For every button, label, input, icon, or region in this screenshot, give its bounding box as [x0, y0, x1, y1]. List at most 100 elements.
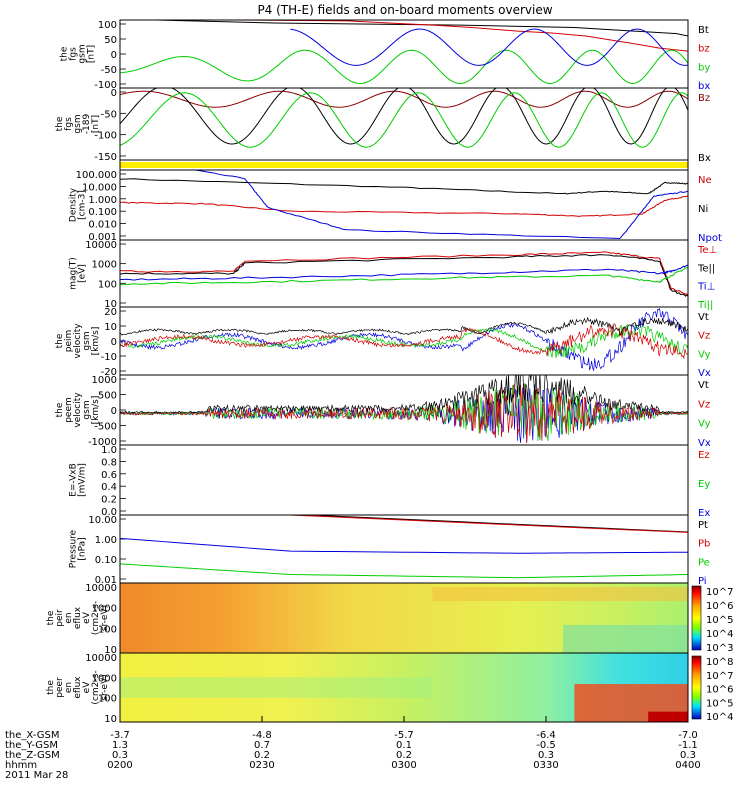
panel-frame	[119, 444, 689, 516]
panel-ylabel: the fgs gsm [nT]	[60, 44, 97, 63]
colorbar-label: 10^7	[706, 671, 733, 682]
tick-label: 0.8	[101, 457, 117, 468]
tick-label: 100	[98, 694, 117, 705]
panel-content	[120, 653, 688, 722]
eph-value: 0.1	[396, 740, 412, 751]
ylabel-line: eflux	[73, 676, 83, 699]
legend-ez: Ez	[698, 450, 710, 461]
ylabel-line: velocity	[73, 323, 83, 359]
series-by	[120, 92, 688, 148]
tick-label: 0.100	[88, 207, 117, 218]
tick-label: -10	[101, 352, 117, 363]
ylabel-line: the	[46, 610, 56, 625]
ylabel-line: gsm	[82, 331, 92, 350]
series-npot	[191, 170, 688, 240]
legend-by: by	[698, 62, 710, 73]
eph-value: -0.5	[536, 740, 556, 751]
legend-ex: Ex	[698, 508, 710, 519]
series-te-perp	[120, 251, 688, 295]
tick-label: -50	[101, 109, 117, 120]
series-bz	[170, 20, 688, 52]
tick-label: 10000	[85, 653, 117, 664]
panel-ylabel: the peem velocity gsm [km/s]	[55, 392, 101, 428]
series-pe	[120, 563, 688, 579]
tick-label: 1000	[92, 260, 117, 271]
colorbar: 10^7 10^6 10^5 10^4 10^3	[691, 585, 733, 654]
panel-ion_spec: the peir en eflux eV (cm2-s-sr-eV) 10000 1000 10…	[46, 582, 733, 656]
ylabel-line: eflux	[73, 606, 83, 629]
panel-efield: E=-VxB [mV/m] 1.00.8 0.60.4 0.20.0 Ez Ey Ex	[69, 444, 710, 519]
ylabel-line: E=-VxB	[69, 463, 79, 497]
spectrogram-band	[563, 625, 688, 653]
legend-bx: Bx	[698, 153, 711, 164]
legend-te: Te||	[697, 263, 715, 274]
tick-label: 0.2	[101, 495, 117, 506]
panel-ylabel: mag(T) [eV]	[69, 257, 88, 290]
eph-value: 1.3	[112, 740, 128, 751]
legend-pe: Pe	[698, 557, 710, 568]
legend-ni: Ni	[698, 204, 708, 215]
panel-frame	[119, 514, 689, 584]
tick-label: -100	[94, 131, 117, 142]
series-ti-par	[120, 266, 688, 286]
eph-value: 0.7	[254, 740, 270, 751]
legend-pb: Pb	[698, 539, 710, 550]
ylabel-line: the	[55, 402, 65, 417]
legend-ne: Ne	[698, 175, 712, 186]
legend-npot: Npot	[698, 233, 722, 244]
spectrogram-band	[120, 677, 433, 698]
tick-label: 10	[104, 645, 117, 656]
series-ti-perp	[120, 264, 688, 281]
tick-label: 100.000	[76, 170, 117, 181]
legend-ti: Ti⊥	[697, 282, 715, 293]
tick-label: 10	[104, 322, 117, 333]
tick-label: 0.4	[101, 482, 117, 493]
tick-label: 100	[98, 20, 117, 31]
series-bx	[120, 88, 688, 145]
tick-label: 0.6	[101, 470, 117, 481]
panel-ylabel: the peer en eflux eV (cm2-s-sr-eV)	[46, 670, 110, 704]
date-label: 2011 Mar 28	[5, 770, 68, 781]
ephemeris-table: the_X-GSM -3.7 -4.8 -5.7 -6.4 -7.0 the_Y-GSM 1.…	[5, 716, 701, 781]
tick-label: -150	[94, 152, 117, 163]
spectrogram-band	[648, 711, 688, 722]
colorbar-label: 10^5	[706, 698, 733, 709]
ylabel-line: gsm	[82, 400, 92, 419]
ylabel-line: [nT]	[87, 45, 97, 63]
eph-value: 0.3	[680, 750, 696, 761]
series-pi	[120, 537, 688, 554]
tick-label: 1.00	[95, 535, 117, 546]
series-bt	[135, 20, 688, 37]
series-vz	[120, 383, 688, 443]
legend-ey: Ey	[698, 479, 710, 490]
legend-ti: Ti||	[697, 300, 713, 311]
ylabel-line: [km/s]	[91, 327, 101, 356]
eph-row-label: the_Y-GSM	[5, 740, 58, 751]
panel-content	[120, 375, 688, 443]
colorbar-strip	[691, 655, 702, 720]
colorbar-label: 10^8	[706, 657, 733, 668]
series-pb	[278, 515, 688, 533]
panel-content	[120, 88, 688, 148]
ylabel-line: sr-eV)	[100, 605, 110, 631]
spectrogram-band	[432, 587, 688, 601]
legend-vt: Vt	[698, 312, 709, 323]
tick-label: 10.00	[88, 515, 117, 526]
tick-label: 500	[98, 391, 117, 402]
ylabel-line: the	[46, 680, 56, 695]
panel-ylabel: the peim velocity gsm [km/s]	[55, 323, 101, 359]
tick-label: 10	[104, 714, 117, 725]
ylabel-line: fgs	[69, 47, 79, 61]
panel-vel_i: the peim velocity gsm [km/s]20 10 0 -10 -20 Vt Vz V…	[55, 306, 711, 379]
tick-label: 1000	[92, 604, 117, 615]
legend-vz: Vz	[698, 399, 710, 410]
panel-ylabel: Density [cm-3]	[69, 187, 88, 222]
legend-vx: Vx	[698, 438, 711, 449]
panel-frame	[119, 169, 689, 241]
panel-content	[120, 307, 688, 372]
series-bx	[290, 28, 688, 66]
ylabel-line: gsm	[78, 44, 88, 63]
eph-value: -1.1	[678, 740, 698, 751]
